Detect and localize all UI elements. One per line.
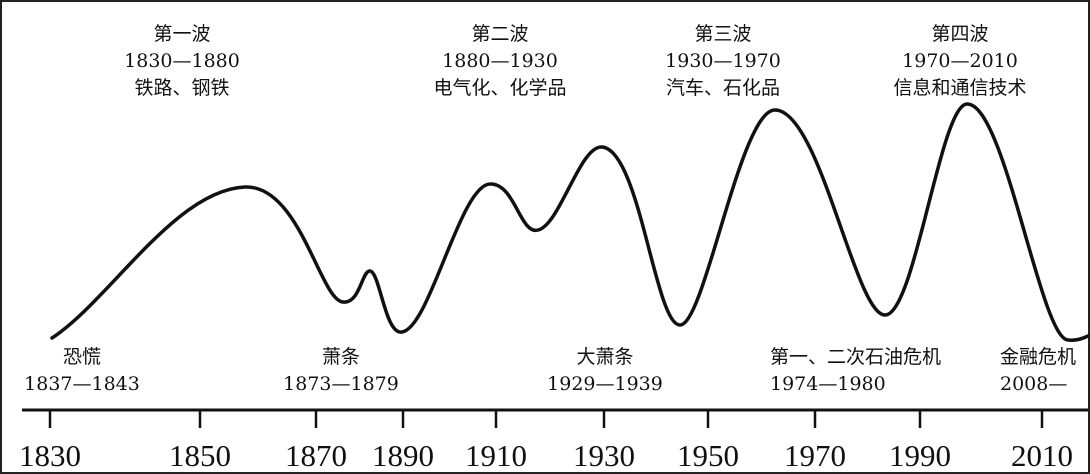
axis-tick-label: 1950	[677, 438, 739, 473]
wave-4-industries: 信息和通信技术	[893, 77, 1026, 99]
crisis-4-years: 1974—1980	[770, 373, 886, 395]
axis-tick-label: 1850	[169, 438, 231, 473]
wave-3-label: 第三波 1930—1970 汽车、石化品	[665, 23, 781, 99]
wave-4-title: 第四波	[931, 23, 988, 45]
crisis-1-years: 1837—1843	[24, 373, 140, 395]
economic-cycle-curve	[50, 102, 1090, 342]
wave-1-title: 第一波	[153, 23, 210, 45]
axis-tick-label: 1930	[573, 438, 635, 473]
axis-tick-label: 1870	[285, 438, 347, 473]
crisis-5-years: 2008—	[1000, 373, 1067, 395]
wave-3-years: 1930—1970	[665, 50, 781, 72]
wave-4-years: 1970—2010	[902, 50, 1018, 72]
wave-1-label: 第一波 1830—1880 铁路、钢铁	[124, 23, 240, 99]
crisis-4-name: 第一、二次石油危机	[770, 346, 941, 368]
crisis-2-years: 1873—1879	[283, 373, 399, 395]
wave-1-years: 1830—1880	[124, 50, 240, 72]
crisis-2-name: 萧条	[322, 346, 360, 368]
wave-3-title: 第三波	[694, 23, 751, 45]
crisis-1-label: 恐慌 1837—1843	[24, 346, 140, 395]
crisis-3-name: 大萧条	[576, 346, 633, 368]
wave-2-years: 1880—1930	[442, 50, 558, 72]
axis-tick-label: 1830	[19, 438, 81, 473]
crisis-1-name: 恐慌	[63, 346, 101, 368]
wave-2-label: 第二波 1880—1930 电气化、化学品	[433, 23, 566, 99]
crisis-2-label: 萧条 1873—1879	[283, 346, 399, 395]
axis-tick-label: 1910	[465, 438, 527, 473]
axis-tick-label: 1970	[784, 438, 846, 473]
time-axis-ticks: 1830 1850 1870 1890 1910 1930 1950 1970 1990 2010	[19, 410, 1073, 473]
crisis-5-name: 金融危机	[1000, 346, 1076, 368]
wave-2-industries: 电气化、化学品	[433, 77, 566, 99]
crisis-5-label: 金融危机 2008—	[1000, 346, 1076, 395]
wave-4-label: 第四波 1970—2010 信息和通信技术	[893, 23, 1026, 99]
crisis-4-label: 第一、二次石油危机 1974—1980	[770, 346, 941, 395]
axis-tick-label: 1890	[372, 438, 434, 473]
wave-3-industries: 汽车、石化品	[666, 77, 780, 99]
crisis-3-label: 大萧条 1929—1939	[547, 346, 663, 395]
axis-tick-label: 2010	[1011, 438, 1073, 473]
axis-tick-label: 1990	[889, 438, 951, 473]
wave-2-title: 第二波	[471, 23, 528, 45]
wave-1-industries: 铁路、钢铁	[134, 77, 229, 99]
crisis-3-years: 1929—1939	[547, 373, 663, 395]
